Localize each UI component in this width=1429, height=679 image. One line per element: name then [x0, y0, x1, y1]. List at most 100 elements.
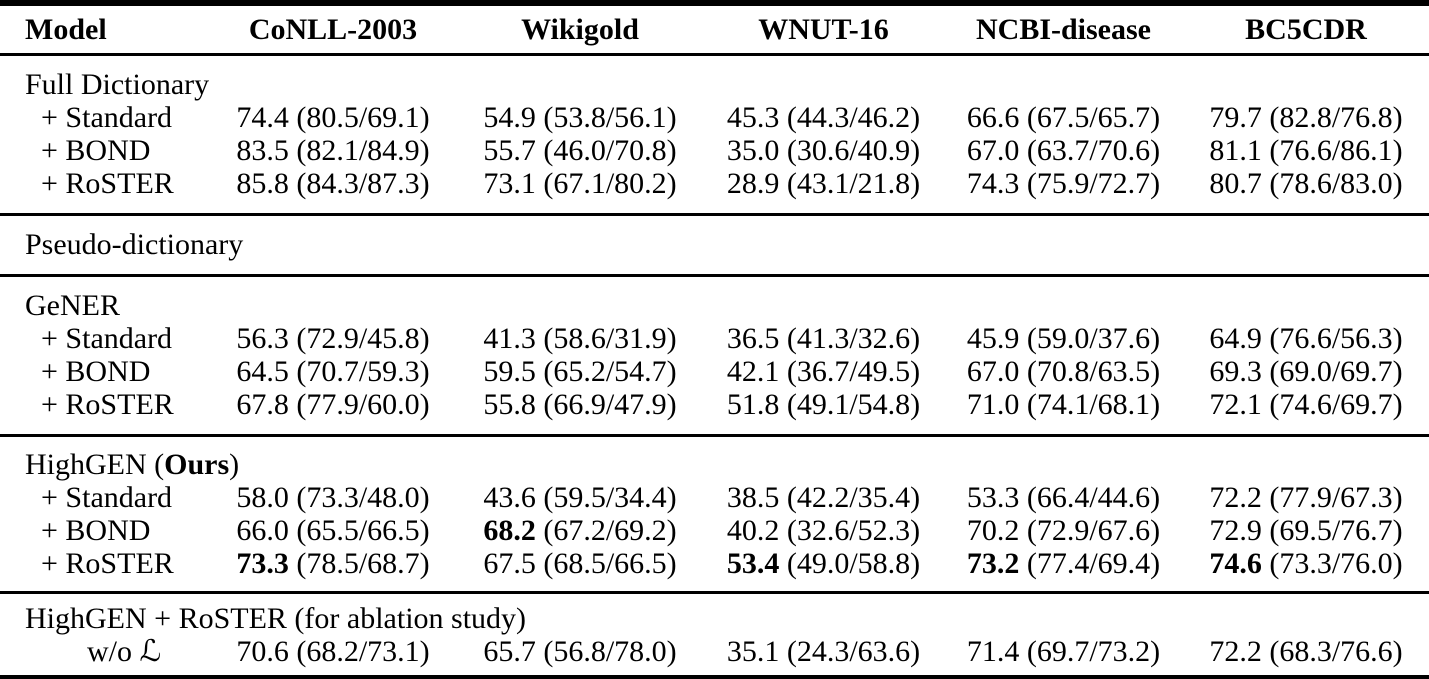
section-title-part: Full Dictionary [25, 68, 210, 101]
precision-recall-detail: (65.2/54.7) [543, 355, 677, 388]
precision-recall-detail: (68.5/66.5) [543, 547, 677, 580]
row-label: w/o ℒ [87, 635, 162, 668]
table-row: + RoSTER 73.3 (78.5/68.7) 67.5 (68.5/66.5)… [0, 547, 1429, 593]
f1-score: 58.0 [236, 481, 289, 514]
f1-score: 74.4 [236, 101, 289, 134]
precision-recall-detail: (43.1/21.8) [786, 167, 921, 200]
precision-recall-detail: (56.8/78.0) [543, 635, 677, 668]
precision-recall-detail: (73.3/48.0) [296, 481, 430, 514]
precision-recall-detail: (30.6/40.9) [786, 134, 921, 167]
score-cell: 45.3 (44.3/46.2) [703, 101, 944, 134]
section-full-dictionary: Full Dictionary + Standard 74.4 (80.5/69.1… [0, 54, 1429, 215]
score-cell: 43.6 (59.5/34.4) [457, 481, 703, 514]
precision-recall-detail: (78.6/83.0) [1269, 167, 1403, 200]
score-cell: 35.0 (30.6/40.9) [703, 134, 944, 167]
section-title: Pseudo-dictionary [0, 215, 1429, 276]
row-label: + RoSTER [41, 547, 174, 580]
score-cell: 54.9 (53.8/56.1) [457, 101, 703, 134]
precision-recall-detail: (58.6/31.9) [543, 322, 677, 355]
score-cell: 59.5 (65.2/54.7) [457, 355, 703, 388]
score-cell: 70.2 (72.9/67.6) [944, 514, 1183, 547]
precision-recall-detail: (78.5/68.7) [296, 547, 430, 580]
f1-score: 72.1 [1209, 388, 1262, 421]
f1-score: 67.0 [966, 134, 1020, 167]
score-cell: 45.9 (59.0/37.6) [944, 322, 1183, 355]
f1-score: 53.3 [966, 481, 1020, 514]
row-label: + Standard [41, 101, 173, 134]
precision-recall-detail: (46.0/70.8) [543, 134, 677, 167]
score-cell: 41.3 (58.6/31.9) [457, 322, 703, 355]
f1-score: 70.6 [236, 635, 289, 668]
section-pseudo-dictionary: Pseudo-dictionary [0, 214, 1429, 276]
score-cell: 64.9 (76.6/56.3) [1183, 322, 1429, 355]
f1-score: 67.5 [483, 547, 536, 580]
score-cell: 73.3 (78.5/68.7) [209, 547, 457, 593]
f1-score: 66.6 [966, 101, 1020, 134]
precision-recall-detail: (66.4/44.6) [1026, 481, 1161, 514]
score-cell: 42.1 (36.7/49.5) [703, 355, 944, 388]
section-header-row: Full Dictionary [0, 55, 1429, 101]
section-header-row: GeNER [0, 276, 1429, 322]
f1-score: 68.2 [483, 514, 536, 547]
section-gener: GeNER + Standard 56.3 (72.9/45.8) 41.3 (58.… [0, 275, 1429, 436]
precision-recall-detail: (63.7/70.6) [1026, 134, 1161, 167]
header-row: Model CoNLL-2003 Wikigold WNUT-16 NCBI-d… [0, 0, 1429, 56]
row-label: + Standard [41, 481, 173, 514]
f1-score: 72.2 [1209, 481, 1262, 514]
column-header-wnut-16: WNUT-16 [703, 0, 944, 56]
section-ablation: HighGEN + RoSTER (for ablation study) w/o… [0, 592, 1429, 678]
f1-score: 40.2 [726, 514, 780, 547]
score-cell: 58.0 (73.3/48.0) [209, 481, 457, 514]
precision-recall-detail: (74.1/68.1) [1026, 388, 1161, 421]
section-title: Full Dictionary [0, 55, 1429, 101]
f1-score: 28.9 [726, 167, 780, 200]
score-cell: 74.6 (73.3/76.0) [1183, 547, 1429, 593]
f1-score: 79.7 [1209, 101, 1262, 134]
score-cell: 66.0 (65.5/66.5) [209, 514, 457, 547]
f1-score: 85.8 [236, 167, 289, 200]
precision-recall-detail: (75.9/72.7) [1026, 167, 1161, 200]
f1-score: 70.2 [966, 514, 1020, 547]
precision-recall-detail: (59.5/34.4) [543, 481, 677, 514]
precision-recall-detail: (72.9/45.8) [296, 322, 430, 355]
f1-score: 66.0 [236, 514, 289, 547]
score-cell: 72.2 (68.3/76.6) [1183, 635, 1429, 678]
score-cell: 81.1 (76.6/86.1) [1183, 134, 1429, 167]
section-highgen: HighGEN (Ours) + Standard 58.0 (73.3/48.0)… [0, 435, 1429, 593]
score-cell: 51.8 (49.1/54.8) [703, 388, 944, 436]
f1-score: 72.2 [1209, 635, 1262, 668]
f1-score: 55.8 [483, 388, 536, 421]
section-title-part: Pseudo-dictionary [25, 228, 244, 261]
score-cell: 36.5 (41.3/32.6) [703, 322, 944, 355]
precision-recall-detail: (32.6/52.3) [786, 514, 921, 547]
precision-recall-detail: (66.9/47.9) [543, 388, 677, 421]
f1-score: 56.3 [236, 322, 289, 355]
f1-score: 73.1 [483, 167, 536, 200]
precision-recall-detail: (69.5/76.7) [1269, 514, 1403, 547]
score-cell: 73.2 (77.4/69.4) [944, 547, 1183, 593]
row-label: + BOND [41, 514, 151, 547]
score-cell: 69.3 (69.0/69.7) [1183, 355, 1429, 388]
section-title: GeNER [0, 276, 1429, 322]
table-row: + BOND 66.0 (65.5/66.5) 68.2 (67.2/69.2) 40… [0, 514, 1429, 547]
section-title: HighGEN + RoSTER (for ablation study) [0, 593, 1429, 635]
f1-score: 45.9 [966, 322, 1020, 355]
score-cell: 72.1 (74.6/69.7) [1183, 388, 1429, 436]
score-cell: 66.6 (67.5/65.7) [944, 101, 1183, 134]
precision-recall-detail: (80.5/69.1) [296, 101, 430, 134]
score-cell: 55.8 (66.9/47.9) [457, 388, 703, 436]
table-row: + Standard 74.4 (80.5/69.1) 54.9 (53.8/56.… [0, 101, 1429, 134]
f1-score: 55.7 [483, 134, 536, 167]
score-cell: 74.3 (75.9/72.7) [944, 167, 1183, 215]
f1-score: 67.0 [966, 355, 1020, 388]
table-row: + Standard 56.3 (72.9/45.8) 41.3 (58.6/31.… [0, 322, 1429, 355]
section-title-part: ) [229, 448, 240, 481]
table-header: Model CoNLL-2003 Wikigold WNUT-16 NCBI-d… [0, 0, 1429, 56]
score-cell: 65.7 (56.8/78.0) [457, 635, 703, 678]
score-cell: 35.1 (24.3/63.6) [703, 635, 944, 678]
score-cell: 83.5 (82.1/84.9) [209, 134, 457, 167]
f1-score: 74.3 [966, 167, 1020, 200]
f1-score: 35.0 [726, 134, 780, 167]
